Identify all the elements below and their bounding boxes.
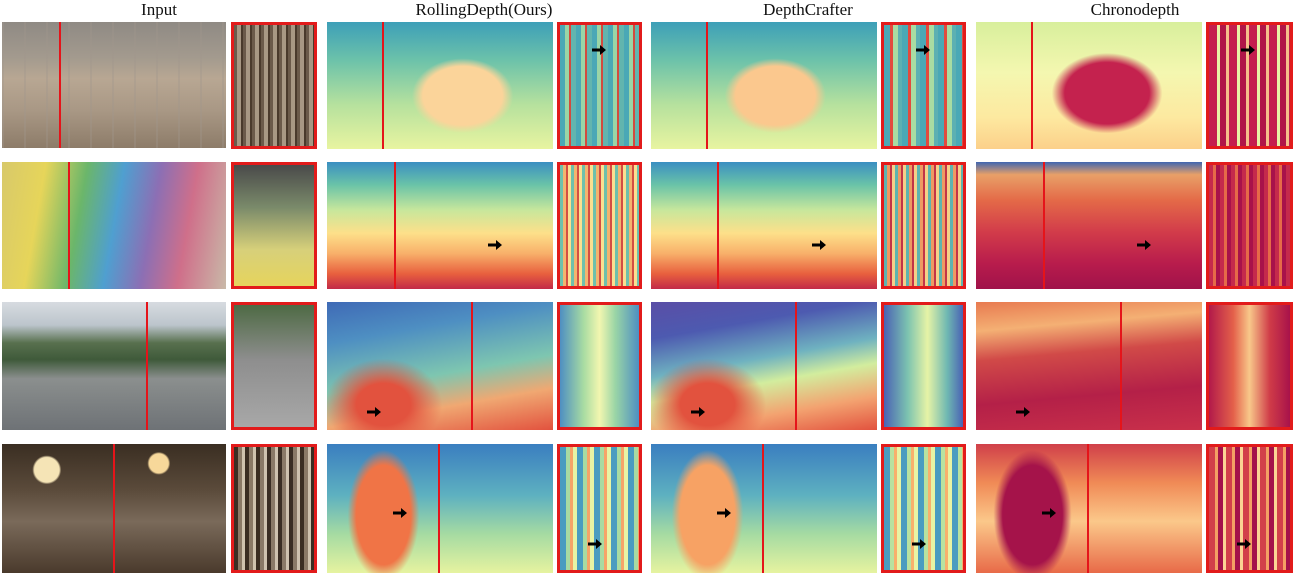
input-slice-horse xyxy=(231,22,317,149)
scanline-marker xyxy=(1031,22,1033,149)
rollingdepth-map-legs xyxy=(327,162,553,289)
arrow-icon xyxy=(916,45,930,55)
arrow-icon xyxy=(691,407,705,417)
chronodepth-map-skater xyxy=(976,302,1202,430)
arrow-icon xyxy=(1042,508,1056,518)
chronodepth-slice-legs xyxy=(1206,162,1293,289)
depthcrafter-slice-horse xyxy=(881,22,966,149)
column-header-input: Input xyxy=(141,0,177,19)
arrow-icon xyxy=(1016,407,1030,417)
chronodepth-map-horse xyxy=(976,22,1202,149)
scanline-marker xyxy=(795,302,797,430)
arrow-icon xyxy=(1237,539,1251,549)
column-header-rollingdepth: RollingDepth(Ours) xyxy=(415,0,553,19)
arrow-icon xyxy=(1241,45,1255,55)
scanline-marker xyxy=(471,302,473,430)
rollingdepth-slice-legs xyxy=(557,162,642,289)
scanline-marker xyxy=(146,302,148,430)
arrow-icon xyxy=(588,539,602,549)
chronodepth-slice-market xyxy=(1206,444,1293,573)
rollingdepth-slice-market xyxy=(557,444,642,573)
rollingdepth-map-skater xyxy=(327,302,553,430)
scanline-marker xyxy=(68,162,70,289)
arrow-icon xyxy=(1137,240,1151,250)
arrow-icon xyxy=(717,508,731,518)
depthcrafter-map-skater xyxy=(651,302,877,430)
input-slice-skater xyxy=(231,302,317,430)
arrow-icon xyxy=(393,508,407,518)
scanline-marker xyxy=(1087,444,1089,573)
arrow-icon xyxy=(488,240,502,250)
scanline-marker xyxy=(706,22,708,149)
rollingdepth-map-horse xyxy=(327,22,553,149)
depthcrafter-slice-market xyxy=(881,444,966,573)
input-frame-skater xyxy=(2,302,226,430)
chronodepth-map-legs xyxy=(976,162,1202,289)
chronodepth-map-market xyxy=(976,444,1202,573)
scanline-marker xyxy=(762,444,764,573)
scanline-marker xyxy=(113,444,115,573)
arrow-icon xyxy=(367,407,381,417)
scanline-marker xyxy=(59,22,61,148)
input-slice-legs xyxy=(231,162,317,289)
scanline-marker xyxy=(394,162,396,289)
scanline-marker xyxy=(382,22,384,149)
arrow-icon xyxy=(812,240,826,250)
depthcrafter-map-horse xyxy=(651,22,877,149)
chronodepth-slice-horse xyxy=(1206,22,1293,149)
input-frame-market xyxy=(2,444,226,573)
scanline-marker xyxy=(1120,302,1122,430)
input-frame-legs xyxy=(2,162,226,289)
scanline-marker xyxy=(1043,162,1045,289)
depthcrafter-slice-legs xyxy=(881,162,966,289)
column-header-depthcrafter: DepthCrafter xyxy=(763,0,853,19)
depthcrafter-map-legs xyxy=(651,162,877,289)
arrow-icon xyxy=(912,539,926,549)
scanline-marker xyxy=(438,444,440,573)
input-slice-market xyxy=(231,444,317,573)
input-frame-horse xyxy=(2,22,226,148)
rollingdepth-slice-skater xyxy=(557,302,642,430)
depthcrafter-slice-skater xyxy=(881,302,966,430)
chronodepth-slice-skater xyxy=(1206,302,1293,430)
arrow-icon xyxy=(592,45,606,55)
rollingdepth-map-market xyxy=(327,444,553,573)
depthcrafter-map-market xyxy=(651,444,877,573)
column-header-chronodepth: Chronodepth xyxy=(1090,0,1180,19)
rollingdepth-slice-horse xyxy=(557,22,642,149)
scanline-marker xyxy=(717,162,719,289)
